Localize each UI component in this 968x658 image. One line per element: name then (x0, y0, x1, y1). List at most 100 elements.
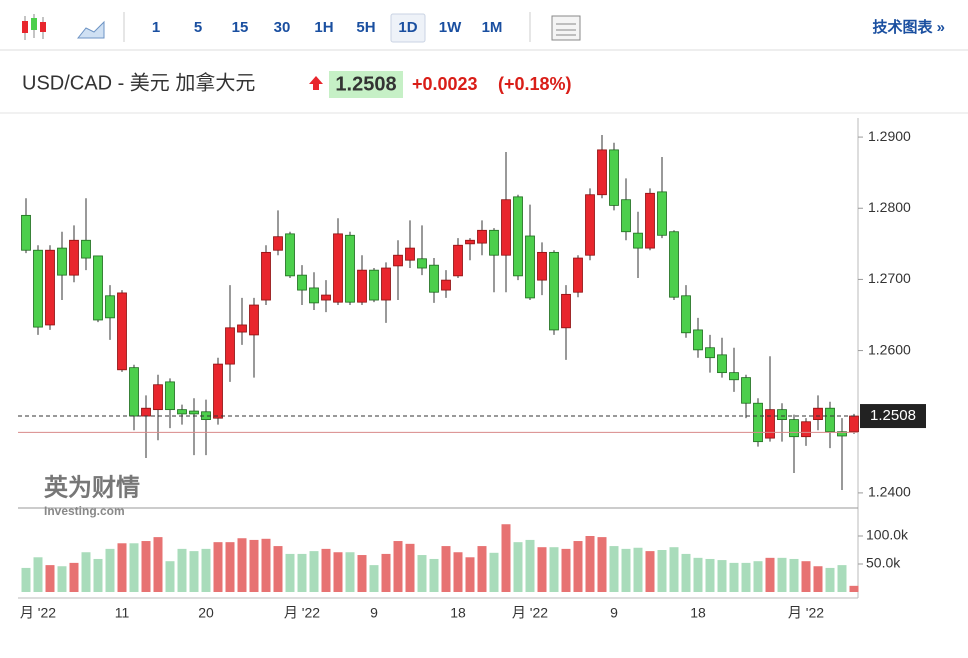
volume-bar (129, 543, 139, 592)
volume-bar (513, 542, 523, 592)
candle-body (129, 367, 139, 417)
volume-bar (105, 548, 115, 592)
volume-bar (753, 561, 763, 592)
candle-body (849, 415, 859, 433)
candle-body (609, 149, 619, 206)
interval-button[interactable]: 5 (194, 19, 202, 36)
volume-bar (381, 553, 391, 592)
volume-bar (561, 548, 571, 592)
volume-bar (45, 565, 55, 592)
interval-button[interactable]: 1H (314, 19, 333, 36)
volume-bar (189, 551, 199, 592)
candle-body (681, 295, 691, 334)
candle-body (825, 407, 835, 433)
candle-body (669, 231, 679, 298)
volume-bar (501, 524, 511, 592)
volume-bar (297, 553, 307, 592)
layout-icon[interactable] (551, 15, 581, 41)
x-tick-label: 月 '22 (788, 605, 824, 621)
candle-body (537, 251, 547, 281)
volume-bar (633, 547, 643, 592)
instrument-title: USD/CAD - 美元 加拿大元 (22, 70, 255, 94)
candle-body (93, 255, 103, 321)
candle-body (597, 149, 607, 196)
volume-bar (237, 538, 247, 592)
interval-button[interactable]: 1 (152, 19, 160, 36)
logo-site: Investing.com (44, 504, 125, 518)
candle-body (429, 264, 439, 293)
candle-body (765, 409, 775, 439)
volume-bar (597, 537, 607, 592)
candle-body (789, 419, 799, 438)
candle-body (381, 267, 391, 301)
toolbar (0, 0, 968, 50)
volume-bar (21, 567, 31, 592)
technical-link[interactable]: 技术图表 » (872, 18, 945, 36)
volume-bar (585, 536, 595, 592)
candle-body (285, 233, 295, 277)
candle-body (501, 199, 511, 256)
volume-bar (141, 541, 151, 592)
volume-bar (429, 558, 439, 592)
candle-body (297, 274, 307, 291)
interval-button[interactable]: 1W (439, 19, 462, 36)
candle-icon[interactable] (22, 14, 46, 40)
x-tick-label: 18 (690, 605, 706, 621)
candle-body (621, 199, 631, 233)
candle-body (357, 269, 367, 303)
volume-bar (93, 558, 103, 592)
candle-body (117, 292, 127, 371)
volume-bar (465, 557, 475, 592)
candle-body (777, 409, 787, 421)
volume-bar (261, 538, 271, 592)
x-tick-label: 9 (370, 605, 378, 621)
candle-body (309, 287, 319, 304)
y-tick-label: 1.2900 (868, 128, 911, 144)
volume-bar (81, 552, 91, 592)
volume-bar (417, 555, 427, 592)
y-tick-label: 1.2700 (868, 270, 911, 286)
last-price-box (860, 404, 926, 429)
interval-button[interactable]: 1D (398, 19, 417, 36)
candle-body (489, 229, 499, 256)
volume-bar (477, 546, 487, 592)
volume-bar (645, 551, 655, 592)
x-tick-label: 月 '22 (284, 605, 320, 621)
y-tick-label: 1.2400 (868, 484, 911, 500)
candle-body (741, 377, 751, 404)
candle-body (189, 410, 199, 415)
volume-bar (249, 539, 259, 592)
volume-bar (357, 555, 367, 592)
candle-body (705, 347, 715, 359)
y2-tick-label: 100.0k (866, 527, 909, 543)
candle-body (417, 258, 427, 269)
area-icon[interactable] (76, 20, 105, 39)
candle-body (225, 327, 235, 365)
volume-bar (849, 585, 859, 592)
volume-bar (309, 551, 319, 592)
volume-bar (657, 550, 667, 592)
candle-body (729, 372, 739, 381)
volume-bar (453, 552, 463, 592)
candle-body (465, 239, 475, 245)
interval-button[interactable]: 1M (482, 19, 503, 36)
candle-body (561, 293, 571, 329)
volume-bar (117, 543, 127, 592)
change: +0.0023 (412, 74, 478, 94)
volume-bar (825, 567, 835, 592)
candle-body (693, 329, 703, 351)
interval-button[interactable]: 15 (232, 19, 249, 36)
selected-interval (390, 13, 426, 43)
volume-bar (489, 552, 499, 592)
volume-bar (57, 566, 67, 592)
interval-button[interactable]: 5H (356, 19, 375, 36)
volume-bar (573, 541, 583, 592)
volume-bar (681, 553, 691, 592)
volume-bar (837, 565, 847, 592)
candle-body (261, 251, 271, 301)
candle-body (573, 257, 583, 293)
candle-body (585, 194, 595, 256)
volume-bar (393, 541, 403, 592)
interval-button[interactable]: 30 (274, 19, 291, 36)
